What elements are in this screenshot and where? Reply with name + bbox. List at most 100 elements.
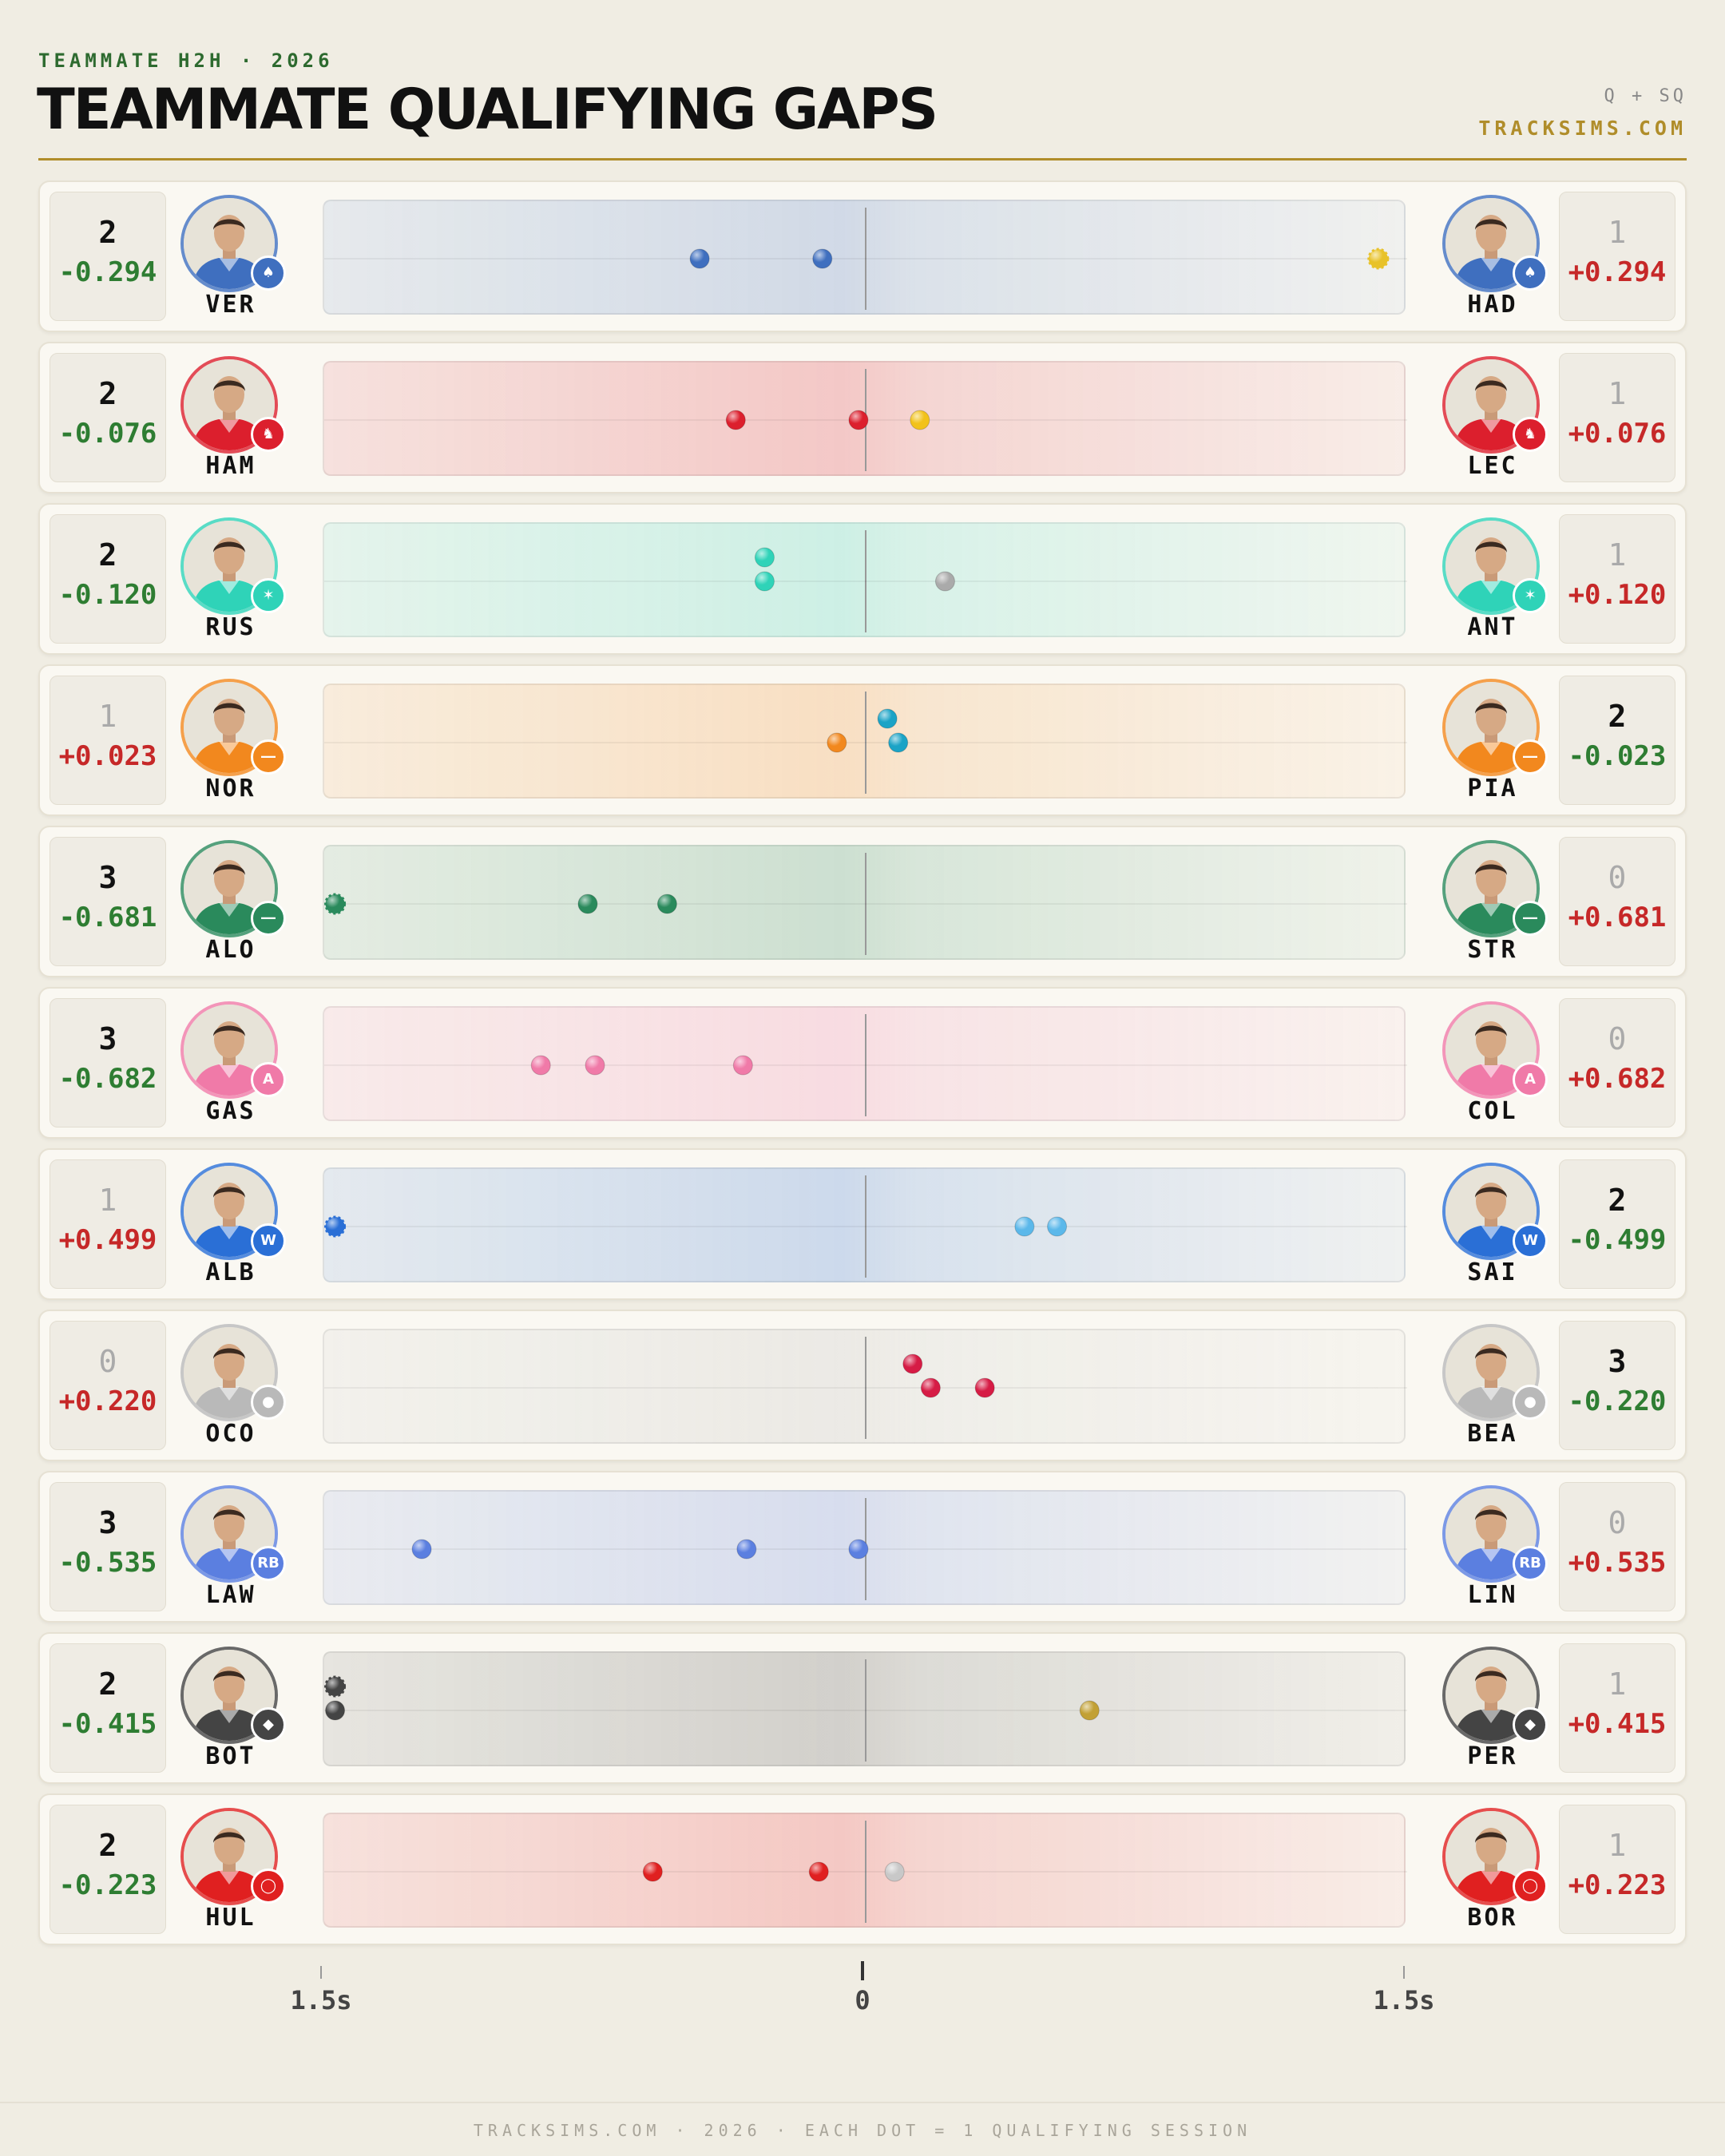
left-driver-code: BOT <box>205 1742 256 1770</box>
session-dot <box>902 1353 923 1374</box>
right-driver-code: SAI <box>1467 1258 1518 1286</box>
session-dot <box>585 1055 605 1076</box>
left-wins-count: 3 <box>98 1021 117 1056</box>
session-type-tag: Q + SQ <box>1604 86 1687 106</box>
kicker: TEAMMATE H2H · 2026 <box>38 50 334 72</box>
left-wins-count: 1 <box>98 699 117 734</box>
cadillac-icon: ◆ <box>251 1707 286 1742</box>
driver-portrait-icon <box>1445 1488 1537 1579</box>
left-driver-code: HUL <box>205 1904 256 1932</box>
x-tick-label: 0 <box>855 1985 870 2015</box>
h2h-row: 3 -0.682 A GAS 0 +0.682 A COL <box>38 987 1687 1139</box>
left-wins-count: 3 <box>98 1505 117 1540</box>
left-wins-count: 3 <box>98 860 117 895</box>
session-dot <box>736 1539 757 1560</box>
right-stats-box: 1 +0.076 <box>1559 353 1675 482</box>
right-stats-box: 2 -0.023 <box>1559 676 1675 805</box>
session-dot <box>324 1675 347 1698</box>
left-driver-avatar <box>180 1324 278 1421</box>
session-dot <box>848 1539 869 1560</box>
right-avg-gap: +0.681 <box>1568 902 1667 933</box>
session-dot <box>1079 1700 1100 1721</box>
right-avg-gap: -0.023 <box>1568 740 1667 772</box>
w-icon: W <box>1513 1223 1548 1258</box>
gap-plot <box>324 1337 1407 1439</box>
gap-plot <box>324 1659 1407 1762</box>
right-avg-gap: +0.535 <box>1568 1547 1667 1579</box>
left-driver-code: RUS <box>205 613 256 641</box>
wings-icon: ― <box>251 901 286 936</box>
x-tick <box>1403 1966 1405 1979</box>
session-dot <box>920 1377 941 1398</box>
left-stats-box: 3 -0.681 <box>50 837 166 966</box>
header-divider <box>38 158 1687 161</box>
bull-icon: ♠ <box>1513 256 1548 291</box>
gap-plot <box>324 530 1407 632</box>
right-wins-count: 1 <box>1608 537 1627 573</box>
left-stats-box: 2 -0.415 <box>50 1643 166 1773</box>
left-wins-count: 2 <box>98 1828 117 1863</box>
right-driver-code: HAD <box>1467 291 1518 319</box>
w-icon: W <box>251 1223 286 1258</box>
gap-track <box>323 1006 1407 1121</box>
right-stats-box: 1 +0.120 <box>1559 514 1675 644</box>
session-dot <box>324 1215 347 1238</box>
left-driver-avatar <box>180 679 278 776</box>
right-stats-box: 0 +0.681 <box>1559 837 1675 966</box>
right-driver-code: PER <box>1467 1742 1518 1770</box>
right-wins-count: 0 <box>1608 860 1627 895</box>
right-wins-count: 0 <box>1608 1021 1627 1056</box>
session-dot <box>848 410 869 430</box>
x-tick <box>320 1966 322 1979</box>
gap-track <box>323 361 1407 476</box>
gap-plot <box>324 1014 1407 1116</box>
left-wins-count: 0 <box>98 1344 117 1379</box>
right-driver-code: BOR <box>1467 1904 1518 1932</box>
driver-portrait-icon <box>184 682 275 773</box>
driver-portrait-icon <box>184 1811 275 1902</box>
left-avg-gap: -0.076 <box>58 418 157 450</box>
left-driver-code: NOR <box>205 775 256 803</box>
left-stats-box: 2 -0.120 <box>50 514 166 644</box>
h2h-row: 2 -0.294 ♠ VER 1 +0.294 ♠ HAD <box>38 180 1687 332</box>
session-dot <box>808 1861 829 1882</box>
session-dot <box>888 732 909 753</box>
right-wins-count: 2 <box>1608 699 1627 734</box>
driver-portrait-icon <box>1445 1166 1537 1257</box>
horse-icon: ♞ <box>1513 417 1548 452</box>
swoosh-icon: ― <box>1513 739 1548 775</box>
gap-track <box>323 1651 1407 1766</box>
left-avg-gap: -0.294 <box>58 256 157 288</box>
right-driver-avatar <box>1442 1808 1540 1905</box>
gap-track <box>323 1167 1407 1282</box>
gap-track <box>323 1813 1407 1928</box>
right-avg-gap: +0.415 <box>1568 1708 1667 1740</box>
left-wins-count: 2 <box>98 537 117 573</box>
left-avg-gap: -0.535 <box>58 1547 157 1579</box>
haas-icon: ● <box>251 1385 286 1420</box>
right-driver-code: ANT <box>1467 613 1518 641</box>
star-icon: ✶ <box>251 578 286 613</box>
left-driver-code: GAS <box>205 1097 256 1125</box>
right-wins-count: 1 <box>1608 215 1627 250</box>
right-wins-count: 1 <box>1608 1667 1627 1702</box>
session-dot <box>577 894 598 914</box>
session-dot <box>812 248 833 269</box>
gap-track <box>323 200 1407 315</box>
site-label: TRACKSIMS.COM <box>1478 117 1687 140</box>
h2h-row: 2 -0.076 ♞ HAM 1 +0.076 ♞ LEC <box>38 342 1687 493</box>
right-wins-count: 1 <box>1608 1828 1627 1863</box>
driver-portrait-icon <box>184 521 275 612</box>
left-avg-gap: +0.499 <box>58 1224 157 1256</box>
right-driver-avatar <box>1442 1163 1540 1260</box>
page-title: TEAMMATE QUALIFYING GAPS <box>37 77 938 142</box>
right-wins-count: 0 <box>1608 1505 1627 1540</box>
wings-icon: ― <box>1513 901 1548 936</box>
gap-plot <box>324 1498 1407 1600</box>
right-driver-code: LEC <box>1467 452 1518 480</box>
left-driver-code: HAM <box>205 452 256 480</box>
left-wins-count: 2 <box>98 1667 117 1702</box>
gap-track <box>323 1490 1407 1605</box>
right-avg-gap: +0.120 <box>1568 579 1667 611</box>
